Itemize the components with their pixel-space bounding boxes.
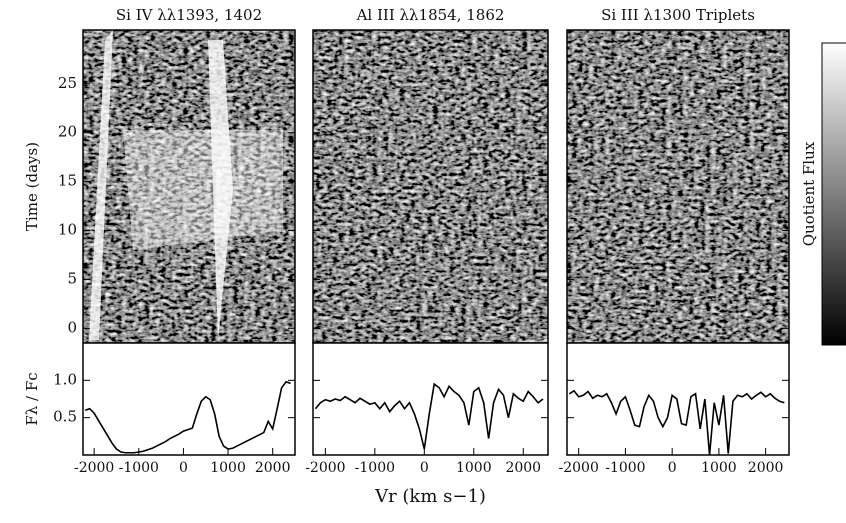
x-tick-label: -2000 [559, 460, 599, 476]
spectrum-feature [208, 40, 233, 340]
x-axis-label: Vr (km s−1) [374, 486, 486, 507]
spectrum-feature [123, 130, 283, 250]
y-tick-label: 15 [58, 172, 77, 190]
y-tick-label: 25 [58, 74, 77, 92]
frame [82, 342, 296, 456]
x-tick-label: 2000 [505, 460, 541, 476]
x-tick-label: 0 [668, 460, 677, 476]
profile-line [84, 380, 291, 454]
profile-line [314, 382, 544, 450]
colorbar [821, 42, 846, 346]
y-tick-label: 0 [67, 318, 77, 336]
frame [566, 342, 790, 456]
x-tick-label: 1000 [701, 460, 737, 476]
x-tick-label: 1000 [456, 460, 492, 476]
dynamic-spectrum [83, 30, 295, 343]
x-tick-label: 0 [179, 460, 188, 476]
x-tick-label: -1000 [605, 460, 645, 476]
y-axis-label: Fλ / Fc [23, 372, 41, 425]
x-tick-label: -2000 [305, 460, 345, 476]
panel-title: Al III λλ1854, 1862 [356, 6, 505, 24]
x-tick-label: 2000 [748, 460, 784, 476]
y-tick-label: 20 [58, 123, 77, 141]
spectrum-feature [89, 30, 113, 340]
y-tick-label: 10 [58, 221, 77, 239]
x-tick-label: 0 [420, 460, 429, 476]
x-tick-label: 1000 [210, 460, 246, 476]
dynamic-spectrum [567, 30, 789, 343]
y-axis-label: Time (days) [23, 142, 41, 231]
frame [312, 342, 549, 456]
profile-line [568, 389, 785, 456]
x-tick-label: -1000 [355, 460, 395, 476]
x-tick-label: 2000 [255, 460, 291, 476]
dynamic-spectrum [313, 30, 548, 343]
x-tick-label: -1000 [119, 460, 159, 476]
x-tick-label: -2000 [74, 460, 114, 476]
panel-title: Si III λ1300 Triplets [601, 6, 755, 24]
y-tick-label: 0.5 [53, 408, 77, 426]
colorbar-label: Quotient Flux [800, 141, 818, 246]
y-tick-label: 1.0 [53, 370, 77, 388]
panel-title: Si IV λλ1393, 1402 [116, 6, 262, 24]
y-tick-label: 5 [67, 269, 77, 287]
